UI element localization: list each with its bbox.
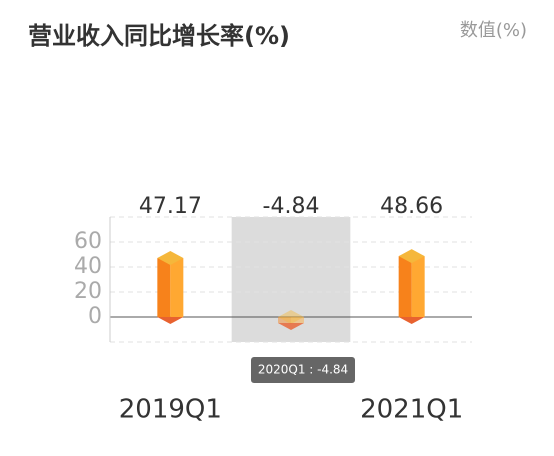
- y-tick-label: 40: [74, 254, 102, 279]
- value-label: 48.66: [380, 194, 443, 219]
- x-tick-label: 2019Q1: [119, 395, 222, 425]
- tooltip-box: [251, 357, 355, 383]
- bar-base: [157, 317, 184, 324]
- bar-cap: [398, 249, 425, 264]
- value-label: -4.84: [263, 194, 320, 219]
- tooltip-text: 2020Q1 : -4.84: [258, 363, 348, 377]
- highlight-band: [231, 217, 351, 342]
- chart-title: 营业收入同比增长率(%): [28, 22, 290, 50]
- value-label: 47.17: [139, 194, 202, 219]
- bar-cap: [278, 310, 304, 324]
- unit-label: 数值(%): [460, 20, 527, 41]
- y-tick-label: 20: [74, 279, 102, 304]
- bar-front: [398, 256, 412, 317]
- y-tick-label: 0: [88, 304, 102, 329]
- bar-side: [170, 258, 184, 317]
- bar-base: [278, 323, 304, 331]
- bar-base: [398, 317, 425, 324]
- bar-cap: [157, 251, 184, 266]
- bar-front: [278, 317, 291, 324]
- bar-side: [291, 317, 304, 324]
- y-tick-label: 60: [74, 229, 102, 254]
- bar-front: [157, 258, 171, 317]
- x-tick-label: 2021Q1: [360, 395, 463, 425]
- bar-side: [411, 256, 425, 317]
